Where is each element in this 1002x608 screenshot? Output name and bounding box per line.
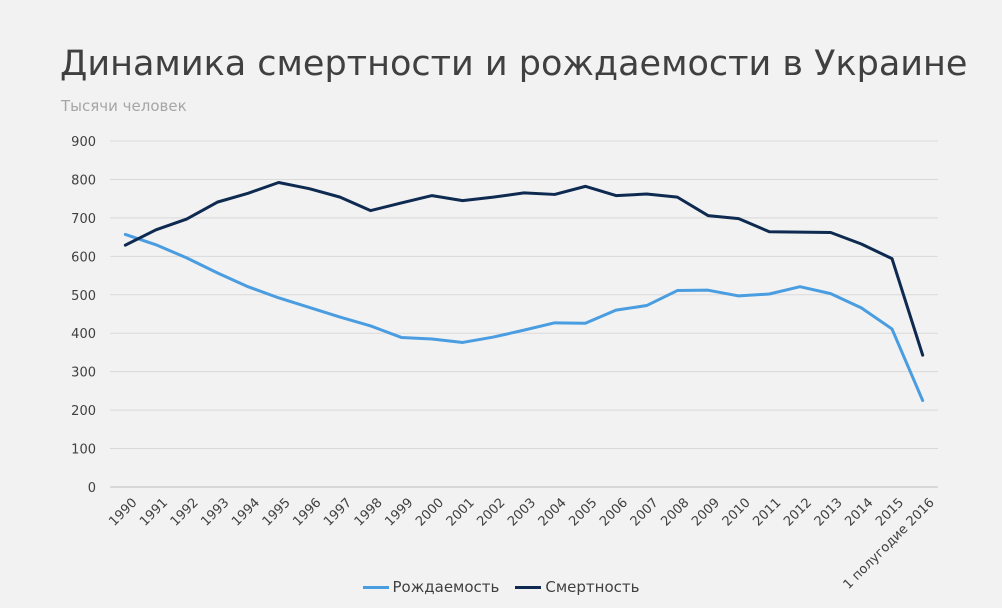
y-axis-ticks: 0 100 200 300 400 500 600 700 800 900 [71, 135, 96, 496]
x-tick-label: 2014 [842, 495, 876, 529]
x-tick-label: 2010 [720, 495, 754, 529]
x-tick-label: 1999 [382, 495, 416, 529]
x-tick-label: 1996 [290, 495, 324, 529]
x-tick-label: 1990 [106, 495, 140, 529]
y-tick-label: 800 [71, 173, 96, 188]
x-tick-label: 1995 [260, 495, 294, 529]
series-line-deaths [123, 181, 925, 357]
y-tick-label: 400 [71, 327, 96, 342]
x-tick-label: 2012 [781, 495, 815, 529]
y-tick-label: 700 [71, 212, 96, 227]
series-line-births [123, 232, 925, 402]
x-tick-label: 2004 [536, 495, 570, 529]
legend-item-deaths[interactable]: Смертность [515, 578, 639, 596]
legend-swatch-births [362, 585, 389, 589]
grid-lines [110, 140, 938, 488]
legend-swatch-deaths [515, 585, 542, 589]
x-tick-label: 2013 [812, 495, 846, 529]
x-tick-label: 2001 [444, 495, 478, 529]
y-tick-label: 200 [71, 404, 96, 419]
y-tick-label: 300 [71, 366, 96, 381]
legend: Рождаемость Смертность [0, 578, 1002, 596]
x-tick-label: 2003 [505, 495, 539, 529]
x-tick-label: 2005 [566, 495, 600, 529]
y-tick-label: 600 [71, 250, 96, 265]
legend-item-births[interactable]: Рождаемость [362, 578, 500, 596]
x-tick-label: 1992 [168, 495, 202, 529]
x-tick-label: 2008 [658, 495, 692, 529]
y-tick-label: 0 [88, 481, 96, 496]
x-tick-label: 2006 [597, 495, 631, 529]
x-tick-label: 1997 [321, 495, 355, 529]
y-tick-label: 100 [71, 443, 96, 458]
y-tick-label: 900 [71, 135, 96, 150]
x-tick-label: 2002 [474, 495, 508, 529]
x-tick-label: 2011 [750, 495, 784, 529]
legend-label-births: Рождаемость [392, 578, 500, 596]
series-lines [123, 181, 925, 402]
x-tick-label: 2000 [413, 495, 447, 529]
y-tick-label: 500 [71, 289, 96, 304]
chart-title: Динамика смертности и рождаемости в Укра… [60, 44, 968, 84]
x-tick-label: 1994 [229, 495, 263, 529]
x-tick-label: 2007 [628, 495, 662, 529]
x-tick-label: 2009 [689, 495, 723, 529]
x-tick-label: 1991 [137, 495, 171, 529]
x-tick-label: 1998 [352, 495, 386, 529]
chart-subtitle: Тысячи человек [61, 97, 187, 115]
legend-label-deaths: Смертность [545, 578, 640, 596]
x-tick-label: 1993 [198, 495, 232, 529]
